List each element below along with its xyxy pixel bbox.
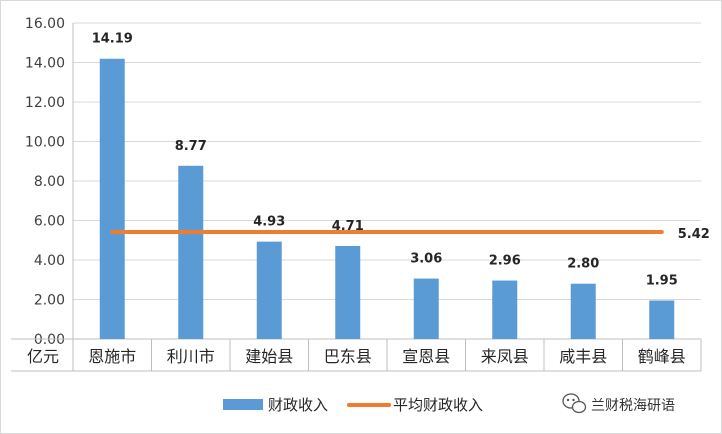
legend-label-bar: 财政收入 xyxy=(268,396,328,414)
watermark-text: 兰财税海研语 xyxy=(591,398,675,414)
watermark: 兰财税海研语 xyxy=(562,393,675,414)
y-tick-label: 10.00 xyxy=(25,135,65,151)
x-category-label: 巴东县 xyxy=(324,347,372,366)
bar-value-label: 2.80 xyxy=(567,257,599,272)
average-value-label: 5.42 xyxy=(678,227,710,242)
y-tick-label: 8.00 xyxy=(34,174,65,190)
wechat-bubble-small xyxy=(571,400,587,414)
x-category-label: 恩施市 xyxy=(88,347,136,366)
y-tick-label: 16.00 xyxy=(25,16,65,32)
bar xyxy=(413,278,439,339)
y-tick-label: 2.00 xyxy=(34,293,65,309)
x-category-label: 来凤县 xyxy=(481,347,529,366)
legend-swatch-bar xyxy=(223,399,263,410)
bar-value-label: 4.93 xyxy=(253,215,285,230)
bar xyxy=(178,165,204,339)
y-tick-label: 4.00 xyxy=(34,253,65,269)
bar-value-label: 14.19 xyxy=(92,32,133,47)
wechat-eye xyxy=(566,398,570,402)
data-labels: 14.19 8.77 4.93 4.71 3.06 2.96 2.80 1.95 5.42 xyxy=(92,32,710,289)
x-category-label: 利川市 xyxy=(167,347,215,366)
y-tick-label: 6.00 xyxy=(34,214,65,230)
y-axis: 0.00 2.00 4.00 6.00 8.00 10.00 12.00 14.00 16.00 xyxy=(25,16,74,348)
x-category-label: 鹤峰县 xyxy=(638,347,686,366)
wechat-icon xyxy=(562,393,587,414)
y-tick-label: 14.00 xyxy=(25,56,65,72)
legend-label-line: 平均财政收入 xyxy=(393,396,483,414)
legend: 财政收入 平均财政收入 xyxy=(223,396,483,414)
bar xyxy=(570,283,596,339)
bar-value-label: 1.95 xyxy=(646,273,678,288)
bar xyxy=(492,280,518,339)
x-axis: 亿元 恩施市 利川市 建始县 巴东县 宣恩县 来凤县 咸丰县 鹤峰县 xyxy=(11,338,702,372)
bar xyxy=(335,245,361,339)
bar-value-label: 4.71 xyxy=(332,219,364,234)
bar-value-label: 3.06 xyxy=(410,252,442,267)
bar-value-label: 8.77 xyxy=(175,139,207,154)
x-category-label: 咸丰县 xyxy=(559,347,607,366)
bar-series xyxy=(99,58,675,340)
bar xyxy=(99,58,125,340)
gridlines xyxy=(73,22,701,300)
x-category-label: 宣恩县 xyxy=(402,347,450,366)
bar-value-label: 2.96 xyxy=(489,254,521,269)
y-tick-label: 12.00 xyxy=(25,95,65,111)
wechat-eye xyxy=(572,398,575,402)
bar xyxy=(256,241,282,339)
bar xyxy=(649,300,675,339)
y-unit-label: 亿元 xyxy=(27,347,59,366)
x-category-label: 建始县 xyxy=(245,347,293,366)
y-tick-label: 0.00 xyxy=(34,332,65,348)
